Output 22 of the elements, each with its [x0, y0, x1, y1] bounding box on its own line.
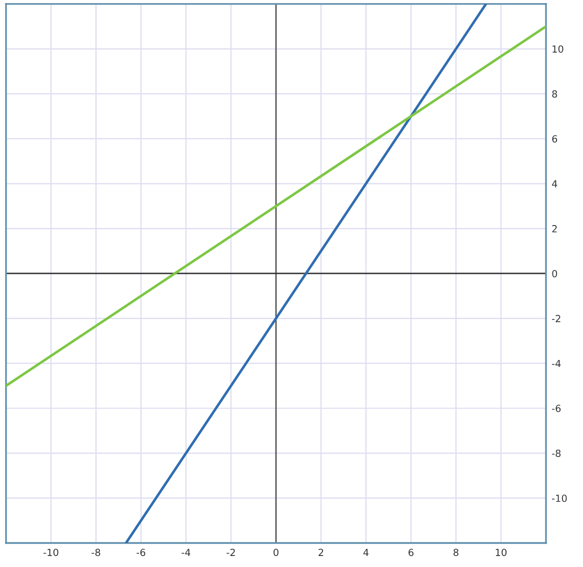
x-tick-label: 8: [454, 548, 458, 556]
x-tick-label: 0: [274, 548, 278, 556]
y-tick-label: 4: [552, 180, 558, 188]
y-tick-label: 2: [552, 225, 557, 232]
y-tick-label: -4: [552, 360, 561, 368]
y-tick-label: 0: [552, 270, 558, 278]
y-tick-label: 6: [552, 135, 558, 143]
x-tick-label: 10: [496, 548, 507, 556]
x-tick-label: -10: [44, 548, 58, 556]
x-tick-label: 2: [318, 548, 324, 556]
y-tick-label: 8: [552, 90, 558, 98]
x-tick-label: -4: [182, 548, 190, 556]
y-tick-label: -2: [552, 314, 560, 322]
x-tick-label: -2: [226, 548, 235, 556]
y-tick-label: -8: [552, 450, 561, 458]
x-tick-label: -8: [92, 548, 100, 556]
y-tick-label: -10: [552, 494, 567, 502]
x-tick-label: -6: [136, 548, 146, 556]
y-tick-label: -6: [552, 404, 561, 412]
y-tick-label: 10: [552, 45, 564, 53]
x-tick-label: 4: [363, 548, 369, 556]
x-tick-label: 6: [408, 548, 414, 556]
